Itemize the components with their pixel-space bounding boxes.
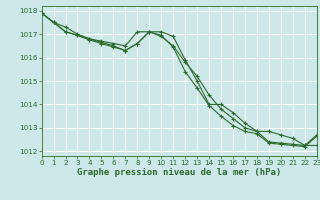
X-axis label: Graphe pression niveau de la mer (hPa): Graphe pression niveau de la mer (hPa) <box>77 168 281 177</box>
